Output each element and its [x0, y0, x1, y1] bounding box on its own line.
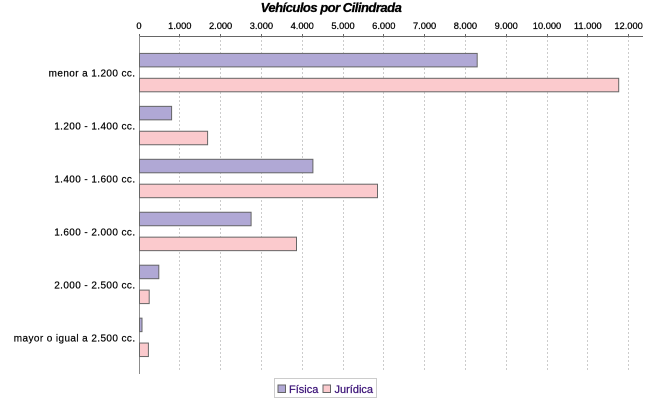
svg-text:7.000: 7.000 — [413, 21, 436, 31]
svg-text:4.000: 4.000 — [291, 21, 314, 31]
svg-text:Vehículos por Cilindrada: Vehículos por Cilindrada — [261, 0, 402, 15]
svg-text:Jurídica: Jurídica — [335, 384, 374, 396]
svg-text:8.000: 8.000 — [454, 21, 477, 31]
svg-text:9.000: 9.000 — [495, 21, 518, 31]
svg-text:1.000: 1.000 — [168, 21, 191, 31]
svg-text:11.000: 11.000 — [574, 21, 602, 31]
svg-text:12.000: 12.000 — [614, 21, 642, 31]
svg-text:1.200 - 1.400 cc.: 1.200 - 1.400 cc. — [54, 122, 135, 133]
svg-text:2.000: 2.000 — [209, 21, 232, 31]
svg-text:10.000: 10.000 — [533, 21, 561, 31]
svg-text:2.000 - 2.500 cc.: 2.000 - 2.500 cc. — [54, 280, 135, 291]
svg-text:5.000: 5.000 — [331, 21, 354, 31]
svg-text:menor a 1.200 cc.: menor a 1.200 cc. — [49, 69, 136, 80]
svg-text:1.600 - 2.000 cc.: 1.600 - 2.000 cc. — [54, 227, 135, 238]
svg-text:6.000: 6.000 — [372, 21, 395, 31]
svg-text:3.000: 3.000 — [250, 21, 273, 31]
svg-text:Física: Física — [289, 384, 319, 396]
svg-text:0: 0 — [136, 21, 141, 31]
svg-text:1.400 - 1.600 cc.: 1.400 - 1.600 cc. — [54, 175, 135, 186]
svg-text:mayor o igual a 2.500 cc.: mayor o igual a 2.500 cc. — [14, 333, 136, 344]
